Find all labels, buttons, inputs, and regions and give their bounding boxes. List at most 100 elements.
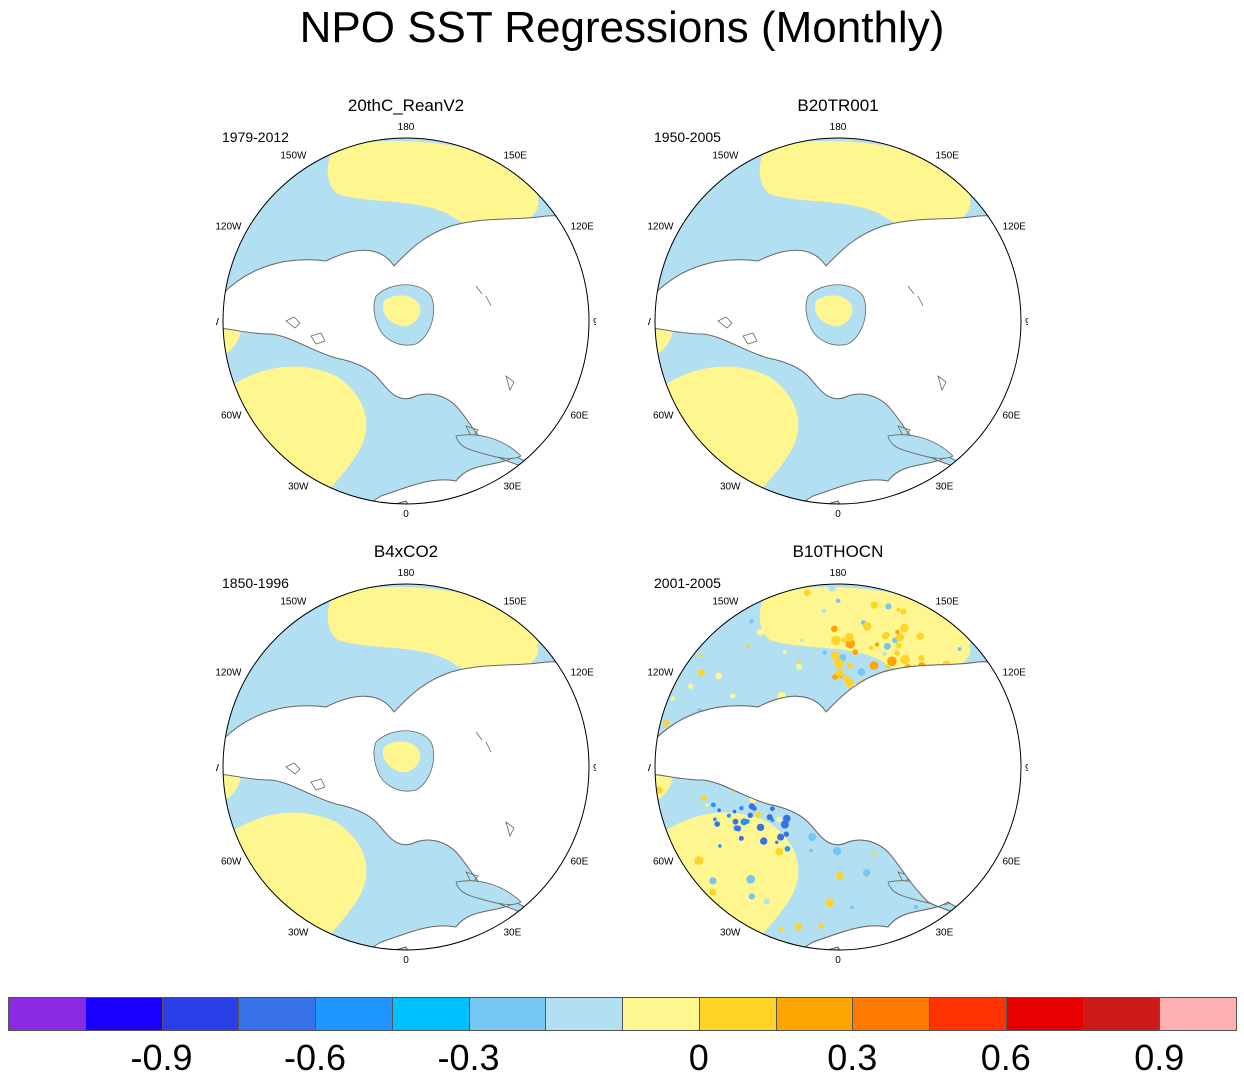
mediterranean-sea	[455, 880, 522, 905]
longitude-label-lower-left-2: 30W	[720, 482, 741, 493]
polar-map: 180 0 90W 90E 150W 120W 60W 30W 150E 120E 60E 30E	[648, 568, 1028, 966]
longitude-label-right: 90E	[593, 317, 596, 328]
longitude-label-left: 90W	[216, 763, 220, 774]
positive-anomaly-atlantic	[655, 366, 799, 504]
mediterranean-sea	[887, 434, 954, 459]
polar-map: 180 0 90W 90E 150W 120W 60W 30W 150E 120E 60E 30E	[216, 568, 596, 966]
longitude-label-bottom: 0	[835, 955, 841, 966]
panel-title: B10THOCN	[792, 542, 884, 561]
polar-map: 180 0 90W 90E 150W 120W 60W 30W 150E 120E 60E 30E	[216, 122, 596, 520]
longitude-label-lower-right-1: 60E	[1003, 857, 1021, 868]
positive-anomaly-atlantic	[223, 366, 367, 504]
longitude-label-bottom: 0	[403, 955, 409, 966]
positive-anomaly-arctic	[814, 295, 853, 327]
longitude-label-bottom: 0	[403, 509, 409, 520]
panel-years: 2001-2005	[654, 575, 721, 591]
longitude-label-lower-right-2: 30E	[936, 482, 954, 493]
positive-anomaly-pacific	[327, 141, 539, 230]
panel-title: B4xCO2	[373, 542, 439, 561]
longitude-label-lower-right-1: 60E	[571, 857, 589, 868]
positive-anomaly-pacific	[759, 141, 971, 230]
sst-field	[223, 584, 589, 950]
longitude-label-upper-right-1: 150E	[504, 151, 528, 162]
map-panel-b4xco2: 180 0 90W 90E 150W 120W 60W 30W 150E 120E 60E 30E B…	[216, 542, 596, 982]
longitude-label-upper-left-2: 120W	[648, 668, 674, 679]
longitude-label-upper-left-1: 150W	[712, 597, 739, 608]
longitude-label-right: 90E	[593, 763, 596, 774]
colorbar-tick-label: 0.6	[980, 1037, 1031, 1078]
figure-title: NPO SST Regressions (Monthly)	[299, 3, 945, 52]
longitude-label-top: 180	[398, 122, 415, 133]
panel-years: 1950-2005	[654, 129, 721, 145]
colorbar-swatch	[391, 997, 470, 1031]
colorbar-swatch	[698, 997, 777, 1031]
longitude-label-right: 90E	[1025, 317, 1028, 328]
mediterranean-sea	[455, 434, 522, 459]
longitude-label-upper-right-2: 120E	[1003, 668, 1027, 679]
longitude-label-upper-right-1: 150E	[936, 151, 960, 162]
panel-title: B20TR001	[797, 96, 879, 115]
longitude-label-upper-left-1: 150W	[712, 151, 739, 162]
longitude-label-upper-right-1: 150E	[936, 597, 960, 608]
longitude-label-lower-left-2: 30W	[288, 928, 309, 939]
colorbar-swatch	[622, 997, 700, 1031]
positive-anomaly-atlantic	[223, 812, 367, 950]
positive-anomaly-arctic	[382, 741, 421, 773]
longitude-label-lower-right-1: 60E	[1003, 411, 1021, 422]
longitude-label-lower-right-2: 30E	[504, 482, 522, 493]
colorbar-swatch	[468, 997, 547, 1031]
colorbar-tick-label: 0.9	[1134, 1037, 1185, 1078]
coastline-islands	[285, 731, 515, 885]
colorbar-swatch	[84, 997, 163, 1031]
polar-map: 180 0 90W 90E 150W 120W 60W 30W 150E 120E 60E 30E	[648, 122, 1028, 520]
longitude-label-upper-right-2: 120E	[571, 668, 595, 679]
colorbar	[8, 997, 1237, 1031]
sst-field	[223, 138, 589, 504]
longitude-label-left: 90W	[648, 317, 652, 328]
sst-field	[655, 138, 1021, 504]
colorbar-swatch	[545, 997, 623, 1031]
map-panel-b20tr001: 180 0 90W 90E 150W 120W 60W 30W 150E 120E 60E 30E B…	[648, 96, 1028, 536]
longitude-label-upper-right-2: 120E	[571, 222, 595, 233]
map-boundary	[222, 137, 590, 505]
longitude-label-right: 90E	[1025, 763, 1028, 774]
map-boundary	[654, 583, 1022, 951]
longitude-label-lower-left-1: 60W	[221, 411, 242, 422]
longitude-label-left: 90W	[648, 763, 652, 774]
colorbar-swatch	[161, 997, 240, 1031]
map-panel-20thc-reanv2: 180 0 90W 90E 150W 120W 60W 30W 150E 120E 60E 30E 2…	[216, 96, 596, 536]
panel-title: 20thC_ReanV2	[347, 96, 465, 115]
colorbar-swatch	[238, 997, 316, 1031]
colorbar-swatch	[315, 997, 393, 1031]
map-boundary	[654, 137, 1022, 505]
longitude-label-upper-left-2: 120W	[648, 222, 674, 233]
longitude-label-upper-right-2: 120E	[1003, 222, 1027, 233]
longitude-label-top: 180	[830, 122, 847, 133]
colorbar-swatch	[1005, 997, 1084, 1031]
map-boundary	[222, 583, 590, 951]
colorbar-swatch	[929, 997, 1007, 1031]
colorbar-tick-label: -0.6	[283, 1037, 347, 1078]
colorbar-tick-label: 0	[688, 1037, 709, 1078]
longitude-label-lower-right-1: 60E	[571, 411, 589, 422]
coastline-islands	[285, 285, 515, 439]
positive-anomaly-arctic	[382, 295, 421, 327]
longitude-label-lower-left-1: 60W	[653, 857, 674, 868]
longitude-label-lower-left-2: 30W	[720, 928, 741, 939]
longitude-label-upper-left-1: 150W	[280, 597, 307, 608]
colorbar-swatch	[852, 997, 930, 1031]
colorbar-swatch	[8, 997, 86, 1031]
panel-years: 1850-1996	[222, 575, 289, 591]
colorbar-swatch	[775, 997, 854, 1031]
longitude-label-left: 90W	[216, 317, 220, 328]
longitude-label-top: 180	[398, 568, 415, 579]
longitude-label-upper-left-1: 150W	[280, 151, 307, 162]
longitude-label-lower-left-1: 60W	[221, 857, 242, 868]
colorbar-tick-label: -0.9	[130, 1037, 193, 1078]
sst-field	[655, 584, 1021, 950]
longitude-label-lower-left-2: 30W	[288, 482, 309, 493]
colorbar-tick-label: 0.3	[827, 1037, 878, 1078]
longitude-label-bottom: 0	[835, 509, 841, 520]
panel-years: 1979-2012	[222, 129, 289, 145]
colorbar-swatch	[1159, 997, 1237, 1031]
